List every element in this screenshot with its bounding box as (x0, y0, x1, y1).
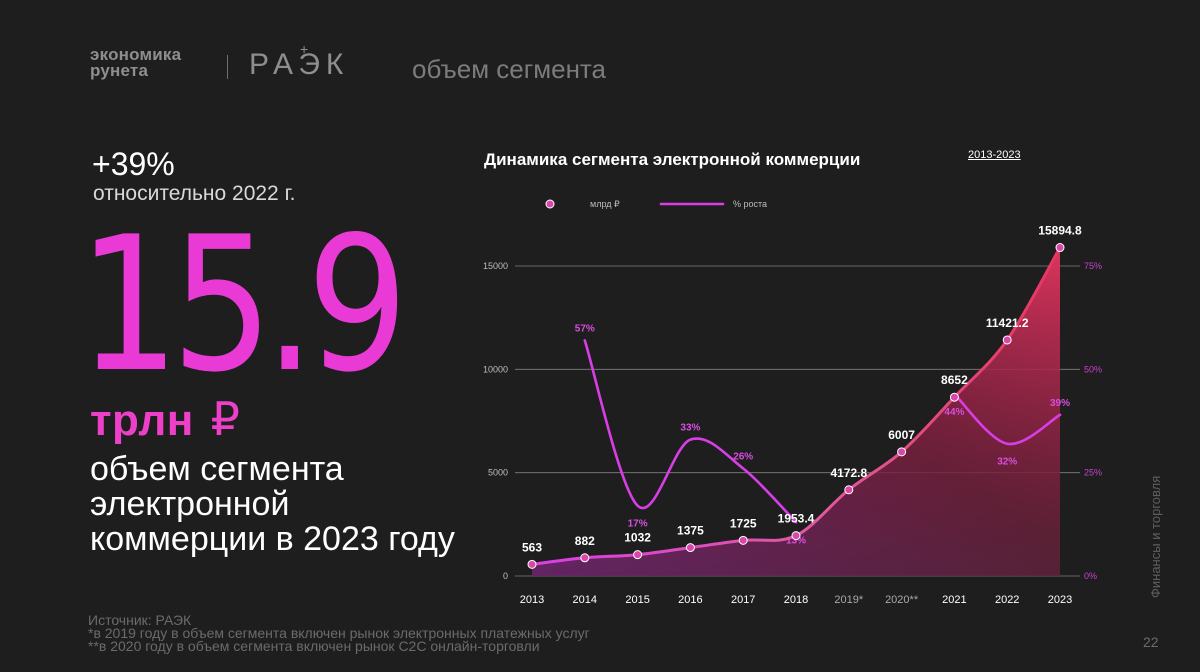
volume-point (633, 550, 643, 560)
x-tick-label: 2021 (942, 594, 966, 606)
y2-tick-label: 25% (1084, 468, 1102, 478)
growth-series: 57% 17% 33% 26% 13% 44% 32% 39% (575, 323, 1070, 546)
volume-point (949, 392, 959, 402)
chart-legend: млрд ₽ % роста (517, 199, 767, 209)
volume-line (530, 246, 1062, 566)
volume-data-label: 11421.2 (986, 316, 1029, 330)
legend-volume-label: млрд ₽ (590, 199, 620, 209)
x-tick-label: 2014 (573, 594, 597, 606)
volume-area-shade (532, 247, 1060, 577)
brand-line-2: рунета (90, 61, 149, 80)
growth-line (953, 392, 1062, 446)
chart-subtitle: 2013-2023 (968, 149, 1021, 161)
brand-raek-text: РАЭК (249, 48, 350, 81)
growth-data-label: 57% (575, 323, 595, 334)
page-number: 22 (1143, 634, 1159, 650)
volume-data-label: 1725 (730, 516, 757, 530)
volume-data-label: 15894.8 (1038, 224, 1082, 238)
volume-data-label: 563 (522, 540, 542, 554)
volume-point (738, 535, 748, 545)
volume-series: 563 882 1032 1375 1725 1953.4 4172.8 6007 8652 11… (522, 224, 1082, 569)
y-tick-label: 10000 (483, 364, 508, 374)
volume-point (897, 447, 907, 457)
volume-area (532, 247, 1060, 577)
side-section-label: Финансы и торговля (1148, 475, 1163, 598)
volume-point (1002, 335, 1012, 345)
growth-data-label: 39% (1050, 398, 1070, 409)
x-tick-label: 2019* (834, 594, 863, 606)
unit-text: трлн (90, 396, 194, 445)
footnote-2020: **в 2020 году в объем сегмента включен р… (88, 638, 540, 654)
source-note: Источник: РАЭК (88, 612, 192, 628)
volume-data-label: 8652 (941, 373, 968, 387)
x-tick-label: 2017 (731, 594, 755, 606)
volume-point (527, 559, 537, 569)
y2-tick-label: 0% (1084, 571, 1097, 581)
volume-point (791, 531, 801, 541)
y2-tick-label: 50% (1084, 364, 1102, 374)
y-tick-label: 15000 (483, 261, 508, 271)
x-axis: 2013 2014 2015 2016 2017 2018 2019* 2020** 2021 2… (520, 594, 1072, 606)
legend-growth-label: % роста (733, 199, 767, 209)
big-number: 15.9 (78, 196, 408, 413)
x-tick-label: 2015 (625, 594, 649, 606)
x-tick-label: 2018 (784, 594, 808, 606)
brand-logo-ekonomika-runeta: экономика рунета (90, 45, 220, 80)
volume-data-label: 1032 (624, 531, 651, 545)
volume-data-label: 4172.8 (830, 466, 867, 480)
section-title: объем сегмента (412, 54, 607, 84)
x-tick-label: 2016 (678, 594, 702, 606)
volume-point (685, 543, 695, 553)
y-tick-label: 5000 (488, 468, 508, 478)
chart-title: Динамика сегмента электронной коммерции (484, 150, 861, 169)
x-tick-label: 2020** (885, 594, 919, 606)
y2-tick-label: 75% (1084, 261, 1102, 271)
brand-raek-plus: + (300, 41, 309, 57)
x-tick-label: 2022 (995, 594, 1019, 606)
volume-point (1055, 243, 1065, 253)
ruble-icon: ₽ (210, 393, 241, 445)
growth-data-label: 44% (944, 407, 964, 418)
volume-data-label: 6007 (888, 428, 915, 442)
x-tick-label: 2013 (520, 594, 544, 606)
volume-data-label: 1953.4 (778, 512, 815, 526)
headline: объем сегмента электронной коммерции в 2… (90, 450, 455, 558)
footnote-2019: *в 2019 году в объем сегмента включен ры… (88, 625, 590, 641)
growth-note: относительно 2022 г. (93, 182, 296, 205)
growth-data-label: 13% (786, 535, 806, 546)
volume-data-label: 882 (575, 534, 595, 548)
brand-line-1: экономика (90, 45, 182, 64)
growth-percentage: +39% (92, 146, 175, 182)
brand-logo-raek: РАЭК + (249, 41, 350, 82)
legend-volume-marker (545, 199, 555, 209)
footnotes: Источник: РАЭК *в 2019 году в объем сегм… (88, 612, 728, 654)
volume-data-label: 1375 (677, 524, 704, 538)
volume-point (580, 553, 590, 563)
y-tick-label: 0 (503, 571, 508, 581)
volume-point (844, 485, 854, 495)
growth-line (583, 339, 798, 524)
unit-label: трлн ₽ (90, 392, 240, 446)
growth-data-label: 17% (628, 519, 648, 530)
growth-data-label: 26% (733, 452, 753, 463)
x-tick-label: 2023 (1048, 594, 1072, 606)
growth-data-label: 33% (680, 423, 700, 434)
growth-data-label: 32% (997, 457, 1017, 468)
brand-divider (227, 55, 228, 79)
